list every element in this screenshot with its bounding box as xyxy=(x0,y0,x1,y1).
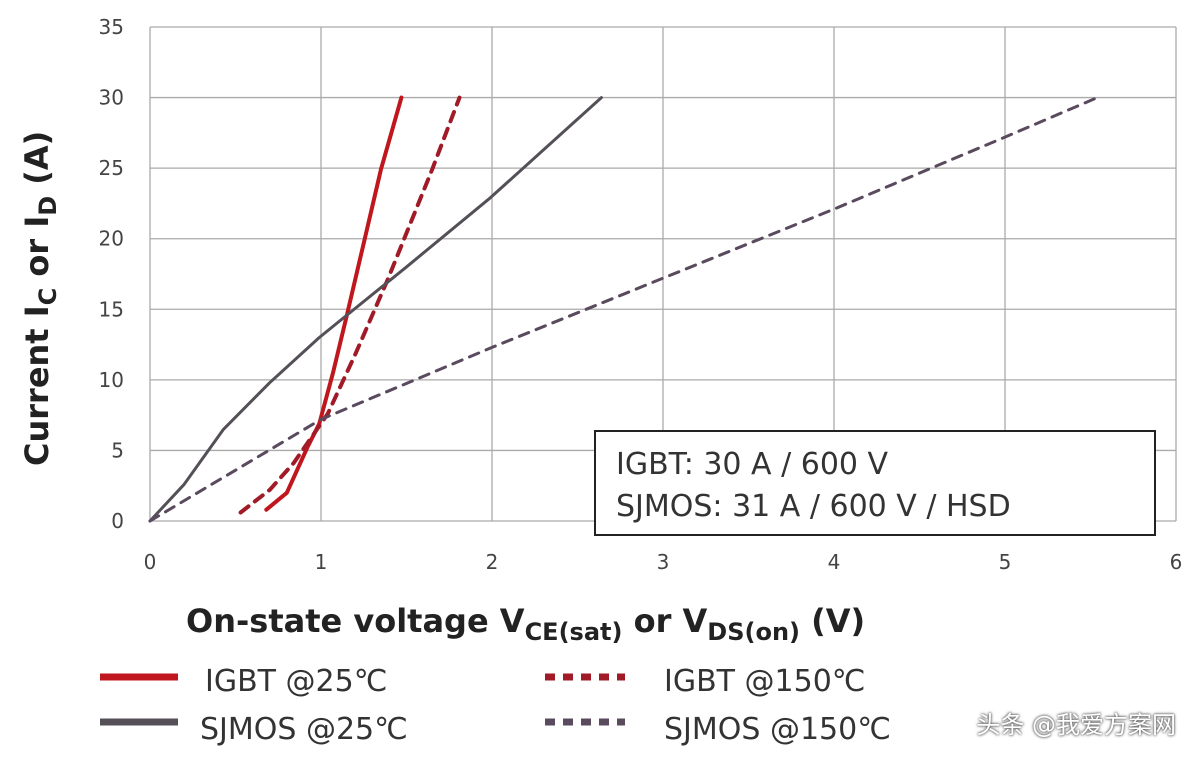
x-tick-label: 3 xyxy=(657,550,670,574)
legend-label: IGBT @150℃ xyxy=(664,664,866,699)
annotation-line: SJMOS: 31 A / 600 V / HSD xyxy=(616,489,1011,524)
annotation-line: IGBT: 30 A / 600 V xyxy=(616,447,889,482)
y-tick-label: 25 xyxy=(99,156,124,180)
legend-label: SJMOS @150℃ xyxy=(664,712,891,747)
y-tick-label: 15 xyxy=(99,297,124,321)
series-line-sjmos-150- xyxy=(148,96,1099,523)
x-tick-label: 4 xyxy=(828,550,841,574)
x-tick-label: 5 xyxy=(999,550,1012,574)
series-line-igbt-25- xyxy=(264,95,404,512)
y-tick-label: 35 xyxy=(99,15,124,39)
x-tick-label: 0 xyxy=(144,550,157,574)
y-tick-label: 30 xyxy=(99,86,124,110)
x-tick-label: 2 xyxy=(486,550,499,574)
watermark: 头条 @我爱方案网 xyxy=(976,711,1176,739)
y-axis-label: Current IC or ID (A) xyxy=(18,131,62,466)
y-tick-label: 0 xyxy=(111,509,124,533)
y-tick-label: 5 xyxy=(111,438,124,462)
y-tick-label: 10 xyxy=(99,368,124,392)
legend-label: IGBT @25℃ xyxy=(205,664,388,699)
legend-label: SJMOS @25℃ xyxy=(200,712,408,747)
x-tick-label: 6 xyxy=(1170,550,1183,574)
y-tick-label: 20 xyxy=(99,227,124,251)
x-tick-label: 1 xyxy=(315,550,328,574)
series-line-sjmos-25- xyxy=(148,96,603,523)
x-axis-label: On-state voltage VCE(sat) or VDS(on) (V) xyxy=(186,602,865,646)
series-line-igbt-150- xyxy=(238,95,462,515)
annotation-box: IGBT: 30 A / 600 V SJMOS: 31 A / 600 V /… xyxy=(594,430,1156,536)
